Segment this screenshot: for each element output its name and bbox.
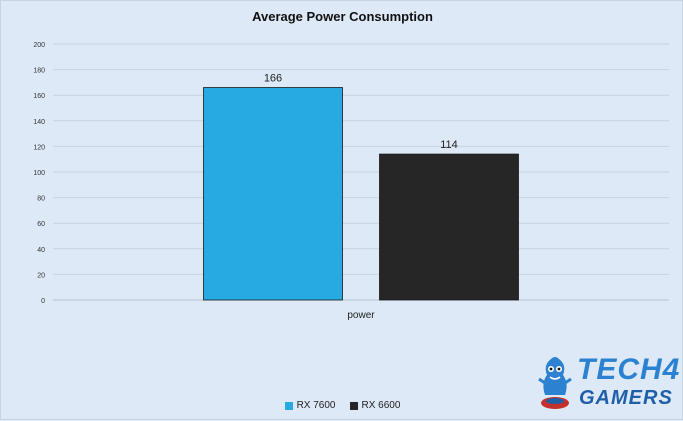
y-tick-label: 180	[33, 68, 45, 75]
y-tick-label: 60	[37, 221, 45, 228]
chart-title: Average Power Consumption	[252, 9, 433, 24]
bar-rx-7600	[203, 87, 343, 301]
logo-text-top: TECH4	[577, 353, 681, 386]
y-tick-label: 20	[37, 272, 45, 279]
bar-rx-6600	[379, 153, 519, 301]
mascot-logo-icon	[538, 357, 572, 409]
legend-swatch	[349, 401, 358, 410]
y-tick-label: 0	[41, 298, 45, 305]
legend-item: RX 7600	[284, 400, 336, 411]
bar-value-label: 114	[440, 139, 458, 151]
legend-label: RX 7600	[296, 400, 336, 411]
logo-text-bottom: GAMERS	[579, 387, 673, 409]
y-tick-label: 200	[33, 42, 45, 49]
legend-swatch	[284, 401, 293, 410]
y-tick-label: 120	[33, 144, 45, 151]
y-tick-label: 100	[33, 170, 45, 177]
x-category-label: power	[347, 310, 375, 321]
legend-label: RX 6600	[361, 400, 401, 411]
legend-item: RX 6600	[349, 400, 401, 411]
y-tick-label: 140	[33, 119, 45, 126]
y-tick-label: 80	[37, 196, 45, 203]
bar-value-label: 166	[264, 73, 282, 85]
y-tick-label: 40	[37, 247, 45, 254]
tech4gamers-logo: TECH4 GAMERS	[531, 353, 679, 411]
y-tick-label: 160	[33, 93, 45, 100]
chart-legend: RX 7600 RX 6600	[1, 400, 683, 411]
